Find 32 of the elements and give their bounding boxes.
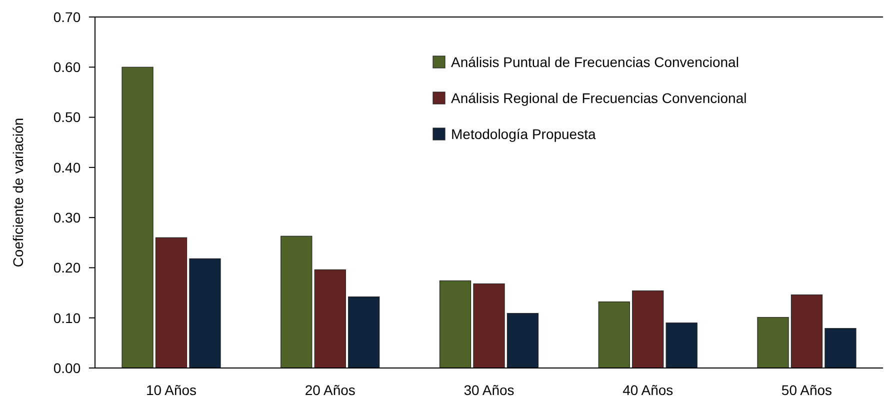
x-tick-label: 20 Años — [304, 382, 356, 398]
bar — [439, 280, 472, 368]
legend-label: Metodología Propuesta — [451, 126, 596, 142]
bar — [790, 294, 823, 368]
y-tick-label: 0.70 — [53, 8, 81, 25]
bar — [666, 322, 698, 368]
y-tick-label: 0.40 — [53, 159, 81, 176]
bar — [314, 269, 346, 368]
y-axis-title: Coeficiente de variación — [10, 118, 26, 268]
bar — [757, 317, 789, 368]
bar — [155, 237, 188, 368]
x-tick-label: 10 Años — [146, 382, 197, 398]
bar — [280, 236, 312, 368]
x-tick-label: 50 Años — [781, 382, 832, 398]
legend-label: Análisis Regional de Frecuencias Convencional — [451, 90, 747, 106]
bar — [122, 66, 154, 368]
legend-label: Análisis Puntual de Frecuencias Convencional — [451, 54, 739, 70]
bar — [506, 313, 539, 368]
bar — [189, 258, 221, 368]
y-tick-label: 0.10 — [53, 310, 81, 326]
y-tick-label: 0.30 — [53, 209, 81, 226]
y-tick-label: 0.50 — [53, 109, 81, 126]
x-tick-label: 30 Años — [464, 382, 514, 398]
y-tick-label: 0.60 — [53, 59, 81, 76]
y-tick-label: 0.00 — [53, 360, 81, 376]
bar — [348, 296, 380, 368]
bar — [598, 302, 630, 368]
bar — [473, 283, 505, 368]
x-tick-label: 40 Años — [622, 382, 674, 398]
bar — [824, 328, 856, 368]
y-tick-label: 0.20 — [53, 260, 81, 276]
bar — [632, 290, 664, 368]
